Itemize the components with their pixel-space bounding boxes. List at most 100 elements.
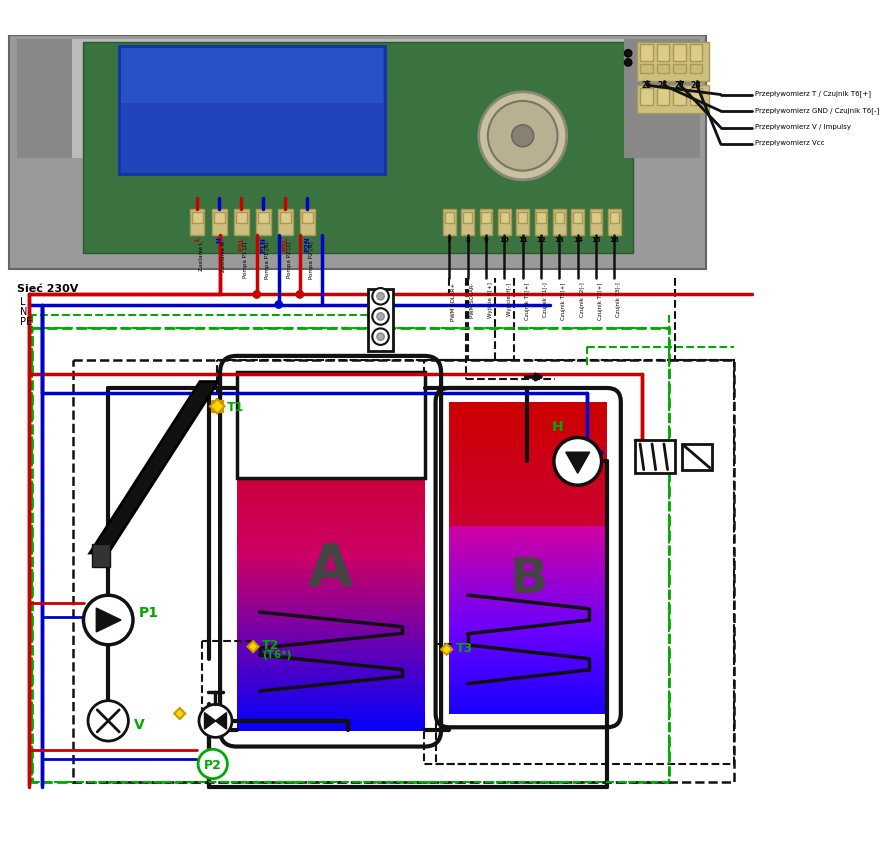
Bar: [449, 612, 607, 621]
Bar: [682, 444, 711, 470]
Bar: [445, 212, 454, 223]
Polygon shape: [566, 452, 590, 473]
Bar: [237, 703, 424, 713]
Bar: [190, 209, 205, 235]
Bar: [237, 399, 424, 409]
Bar: [657, 64, 670, 73]
Bar: [237, 453, 424, 463]
Bar: [449, 550, 607, 558]
Text: 10: 10: [500, 237, 509, 242]
Bar: [120, 46, 385, 174]
Bar: [449, 581, 607, 589]
Text: 11: 11: [517, 237, 527, 242]
Bar: [689, 64, 703, 73]
Circle shape: [253, 290, 260, 298]
Text: 9: 9: [484, 237, 488, 242]
Bar: [590, 209, 602, 235]
Text: Pompa P2 [L]: Pompa P2 [L]: [287, 242, 292, 278]
Bar: [237, 461, 424, 472]
Text: Czujnik T1[+]: Czujnik T1[+]: [525, 283, 530, 320]
Bar: [449, 667, 607, 675]
Bar: [368, 289, 393, 351]
Bar: [299, 209, 315, 235]
Bar: [237, 417, 424, 427]
Bar: [443, 209, 455, 235]
Text: PE: PE: [20, 317, 32, 328]
Bar: [481, 212, 491, 223]
Bar: [449, 511, 607, 520]
Bar: [237, 552, 424, 561]
Bar: [608, 209, 621, 235]
Bar: [237, 676, 424, 686]
Bar: [449, 682, 607, 691]
Bar: [449, 488, 607, 496]
Polygon shape: [97, 608, 121, 632]
Text: PWM SOLAR-: PWM SOLAR-: [470, 283, 475, 317]
Text: 15: 15: [591, 237, 601, 242]
Bar: [74, 360, 734, 782]
Text: 12: 12: [536, 237, 546, 242]
Bar: [449, 456, 607, 465]
Bar: [449, 433, 607, 442]
Bar: [237, 525, 424, 535]
Text: Przepływomierz T / Czujnik T6[+]: Przepływomierz T / Czujnik T6[+]: [755, 90, 871, 97]
Bar: [657, 88, 670, 104]
Text: T2: T2: [262, 639, 280, 653]
Bar: [536, 212, 546, 223]
Bar: [449, 449, 607, 457]
Polygon shape: [175, 708, 185, 719]
Bar: [673, 44, 686, 61]
Bar: [449, 464, 607, 473]
Text: 7: 7: [447, 237, 452, 242]
Circle shape: [512, 125, 533, 147]
Bar: [449, 440, 607, 450]
Bar: [237, 372, 424, 382]
Text: Przepływomierz GND / Czujnik T6[-]: Przepływomierz GND / Czujnik T6[-]: [755, 107, 879, 114]
Bar: [237, 587, 424, 597]
Circle shape: [377, 312, 385, 320]
Bar: [500, 212, 509, 223]
Text: P1: P1: [138, 605, 159, 620]
Bar: [17, 39, 72, 157]
Bar: [449, 526, 607, 536]
Bar: [449, 597, 607, 605]
Text: P2: P2: [204, 759, 222, 772]
Circle shape: [554, 438, 602, 485]
Bar: [237, 614, 424, 624]
Bar: [449, 402, 607, 410]
Text: T1: T1: [227, 401, 244, 413]
Bar: [498, 209, 510, 235]
Bar: [673, 88, 686, 104]
Text: Zasilanie N: Zasilanie N: [221, 242, 226, 272]
Text: Zasilanie L: Zasilanie L: [199, 242, 204, 271]
Text: Czujnik T1[-]: Czujnik T1[-]: [543, 283, 548, 317]
Bar: [212, 401, 223, 412]
Text: Czujnik T3[+]: Czujnik T3[+]: [598, 283, 602, 320]
Bar: [640, 64, 653, 73]
Bar: [449, 636, 607, 644]
Bar: [449, 589, 607, 598]
Bar: [518, 212, 527, 223]
Bar: [237, 695, 424, 704]
Text: Przepływomierz V / Impulsy: Przepływomierz V / Impulsy: [755, 124, 851, 130]
Bar: [449, 503, 607, 512]
Text: Przepływomierz Vcc: Przepływomierz Vcc: [755, 140, 824, 147]
Bar: [237, 658, 424, 669]
Text: Czujnik T2[+]: Czujnik T2[+]: [561, 283, 566, 320]
Bar: [449, 480, 607, 488]
Circle shape: [625, 59, 632, 67]
Bar: [555, 212, 564, 223]
Text: 13: 13: [555, 237, 564, 242]
Text: (T6*): (T6*): [262, 650, 291, 660]
Bar: [449, 706, 607, 715]
Bar: [237, 578, 424, 588]
Circle shape: [372, 288, 389, 305]
Bar: [624, 39, 700, 157]
Bar: [212, 209, 227, 235]
Bar: [237, 408, 424, 418]
Bar: [449, 418, 607, 426]
Bar: [689, 88, 703, 104]
Text: 28: 28: [691, 81, 702, 90]
Bar: [92, 544, 110, 567]
Text: Czujnik T3[-]: Czujnik T3[-]: [617, 283, 621, 317]
